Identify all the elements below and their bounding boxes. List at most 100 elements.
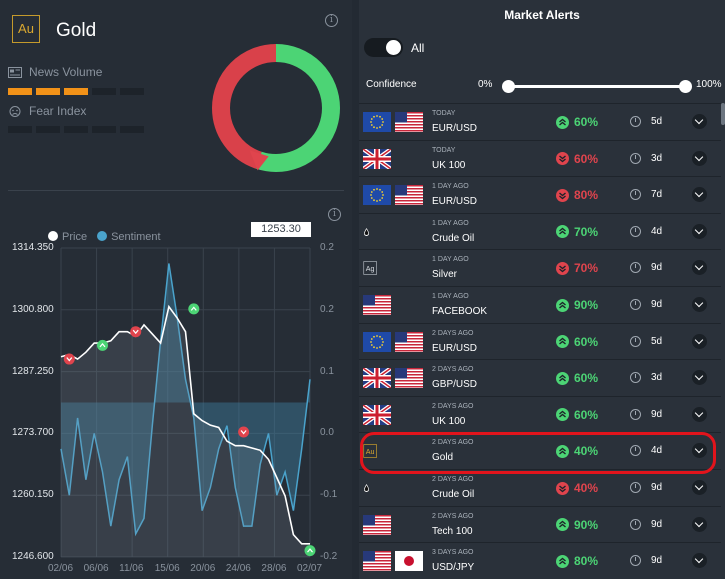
clock-icon bbox=[630, 408, 641, 420]
date-tick-label: 15/06 bbox=[154, 563, 180, 574]
double-chevron-down-icon bbox=[556, 152, 569, 166]
bullish-signal-marker[interactable] bbox=[188, 303, 200, 315]
price-tick-label: 1260.150 bbox=[12, 489, 54, 501]
asset-flags bbox=[363, 404, 391, 430]
confidence-slider-min-handle[interactable] bbox=[502, 80, 515, 93]
price-sentiment-chart[interactable] bbox=[0, 0, 352, 579]
chevron-down-icon[interactable] bbox=[692, 406, 707, 422]
chevron-down-icon[interactable] bbox=[692, 333, 707, 349]
alert-asset-name: Crude Oil bbox=[432, 232, 475, 244]
fear-index-segment bbox=[8, 126, 32, 133]
confidence-value: 80% bbox=[556, 188, 598, 202]
alert-time: 2 DAYS AGO bbox=[432, 439, 474, 447]
chevron-down-icon[interactable] bbox=[692, 553, 707, 569]
uk-flag-icon bbox=[363, 148, 391, 174]
confidence-max-label: 100% bbox=[696, 79, 722, 90]
chevron-down-icon[interactable] bbox=[692, 260, 707, 276]
market-alerts-panel: Market Alerts All Confidence 0% 100% TOD… bbox=[359, 0, 725, 579]
bearish-signal-marker[interactable] bbox=[130, 326, 142, 338]
asset-flags bbox=[363, 514, 391, 540]
asset-flags bbox=[363, 148, 391, 174]
alert-time: 3 DAYS AGO bbox=[432, 549, 474, 557]
alert-time: 1 DAY AGO bbox=[432, 219, 469, 227]
alert-duration: 9d bbox=[651, 482, 663, 493]
alert-row[interactable]: 2 DAYS AGO EUR/USD 60% 5d bbox=[359, 322, 721, 359]
alert-duration: 3d bbox=[651, 152, 663, 164]
alert-row[interactable]: 1 DAY AGO EUR/USD 80% 7d bbox=[359, 176, 721, 212]
chevron-down-icon[interactable] bbox=[692, 223, 707, 239]
confidence-label: Confidence bbox=[366, 79, 417, 90]
alert-time: 2 DAYS AGO bbox=[432, 512, 474, 520]
highlight-annotation bbox=[360, 432, 716, 474]
confidence-percent: 80% bbox=[574, 554, 599, 569]
bearish-signal-marker[interactable] bbox=[238, 426, 250, 438]
chevron-down-icon[interactable] bbox=[692, 187, 707, 203]
confidence-percent: 90% bbox=[574, 517, 599, 532]
alert-row[interactable]: 2 DAYS AGO UK 100 60% 9d bbox=[359, 395, 721, 432]
chevron-down-icon[interactable] bbox=[692, 443, 707, 459]
sentiment-tick-label: 0.1 bbox=[320, 365, 334, 377]
double-chevron-down-icon bbox=[556, 261, 569, 275]
chevron-down-icon[interactable] bbox=[692, 370, 707, 386]
alert-asset-name: UK 100 bbox=[432, 415, 466, 427]
fear-index-label: Fear Index bbox=[29, 104, 87, 118]
alert-asset-name: EUR/USD bbox=[432, 342, 478, 354]
confidence-percent: 80% bbox=[574, 188, 599, 203]
bearish-arc bbox=[212, 44, 340, 172]
alert-row[interactable]: 2 DAYS AGO Tech 100 90% 9d bbox=[359, 505, 721, 542]
alert-duration: 4d bbox=[651, 225, 663, 237]
chevron-down-icon[interactable] bbox=[692, 297, 707, 312]
alert-row[interactable]: Ag 1 DAY AGO Silver 70% 9d bbox=[359, 249, 721, 285]
alert-duration: 4d bbox=[651, 445, 663, 457]
alert-row[interactable]: 2 DAYS AGO GBP/USD 60% 3d bbox=[359, 359, 721, 395]
chevron-down-icon[interactable] bbox=[692, 114, 707, 129]
confidence-min-label: 0% bbox=[478, 79, 493, 90]
asset-flags bbox=[363, 551, 423, 576]
confidence-value: 90% bbox=[556, 298, 598, 312]
asset-flags bbox=[363, 295, 391, 320]
chevron-down-icon[interactable] bbox=[692, 516, 707, 532]
sentiment-tick-label: 0.0 bbox=[320, 427, 334, 439]
all-toggle[interactable] bbox=[364, 38, 403, 57]
chevron-down-icon[interactable] bbox=[692, 150, 707, 166]
chevron-down-icon[interactable] bbox=[692, 480, 707, 495]
scrollbar[interactable] bbox=[721, 103, 725, 125]
chart-legend: Price Sentiment bbox=[48, 231, 161, 243]
alert-duration: 9d bbox=[651, 555, 663, 567]
alert-row[interactable]: 1 DAY AGO FACEBOOK 90% 9d bbox=[359, 286, 721, 322]
sentiment-tick-label: -0.1 bbox=[320, 489, 338, 501]
confidence-slider-max-handle[interactable] bbox=[679, 80, 692, 93]
bullish-signal-marker[interactable] bbox=[304, 545, 316, 557]
price-tick-label: 1246.600 bbox=[12, 551, 54, 562]
double-chevron-up-icon bbox=[556, 518, 569, 532]
alert-asset-name: UK 100 bbox=[432, 159, 466, 171]
chart-info-icon[interactable]: i bbox=[328, 208, 341, 221]
info-icon[interactable]: i bbox=[325, 14, 338, 27]
alert-row[interactable]: 2 DAYS AGO Crude Oil 40% 9d bbox=[359, 469, 721, 505]
confidence-slider-track[interactable] bbox=[508, 85, 686, 88]
alert-row[interactable]: TODAY EUR/USD 60% 5d bbox=[359, 103, 721, 139]
bullish-signal-marker[interactable] bbox=[97, 339, 108, 351]
alert-asset-name: Silver bbox=[432, 269, 458, 281]
alert-row[interactable]: TODAY UK 100 60% 3d bbox=[359, 139, 721, 176]
alert-row[interactable]: 1 DAY AGO Crude Oil 70% 4d bbox=[359, 212, 721, 249]
bearish-signal-marker[interactable] bbox=[63, 353, 75, 365]
price-tick-label: 1314.350 bbox=[12, 242, 54, 253]
svg-text:Ag: Ag bbox=[366, 265, 375, 273]
confidence-percent: 60% bbox=[574, 115, 599, 129]
double-chevron-down-icon bbox=[556, 188, 569, 202]
eu-flag-icon bbox=[363, 331, 391, 357]
us-flag-icon bbox=[395, 368, 423, 393]
alert-row[interactable]: 3 DAYS AGO USD/JPY 80% 9d bbox=[359, 542, 721, 578]
alert-time: TODAY bbox=[432, 110, 456, 117]
news-volume-segment bbox=[92, 88, 116, 95]
double-chevron-up-icon bbox=[556, 408, 569, 422]
confidence-percent: 40% bbox=[574, 481, 599, 495]
newspaper-icon bbox=[8, 66, 22, 78]
asset-flags: Ag bbox=[363, 258, 383, 283]
confidence-value: 70% bbox=[556, 261, 598, 275]
us-flag-icon bbox=[395, 185, 423, 210]
svg-text:Au: Au bbox=[366, 448, 375, 456]
us-flag-icon bbox=[395, 331, 423, 357]
sentiment-dot-icon bbox=[97, 231, 108, 241]
